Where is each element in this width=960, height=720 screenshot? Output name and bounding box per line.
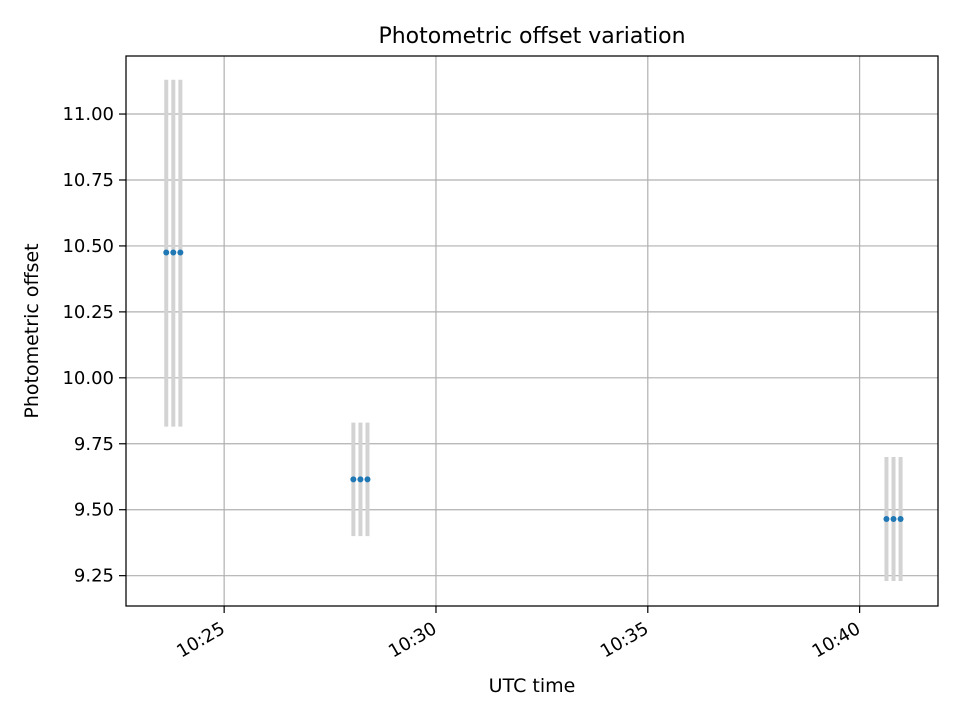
data-point <box>890 515 897 522</box>
chart-title: Photometric offset variation <box>378 24 685 49</box>
y-tick-label: 10.00 <box>62 368 114 389</box>
y-tick-label: 9.75 <box>74 434 114 455</box>
data-point <box>350 476 357 483</box>
y-axis-label: Photometric offset <box>21 243 43 418</box>
plot-frame <box>125 55 939 607</box>
data-point <box>883 515 890 522</box>
data-point <box>897 515 904 522</box>
y-tick-label: 11.00 <box>62 104 114 125</box>
y-tick-label: 9.50 <box>74 500 114 521</box>
data-point <box>364 476 371 483</box>
data-points <box>163 249 904 522</box>
y-tick-label: 10.25 <box>62 302 114 323</box>
y-tick-label: 9.25 <box>74 566 114 587</box>
grid <box>126 56 938 606</box>
y-axis: 9.25 9.50 9.75 10.00 10.25 10.50 10.75 11.00 <box>62 104 126 587</box>
data-point <box>177 249 184 256</box>
y-tick-label: 10.50 <box>62 236 114 257</box>
data-point <box>357 476 364 483</box>
x-axis-label: UTC time <box>489 675 576 697</box>
data-point <box>170 249 177 256</box>
data-point <box>163 249 170 256</box>
y-tick-label: 10.75 <box>62 170 114 191</box>
